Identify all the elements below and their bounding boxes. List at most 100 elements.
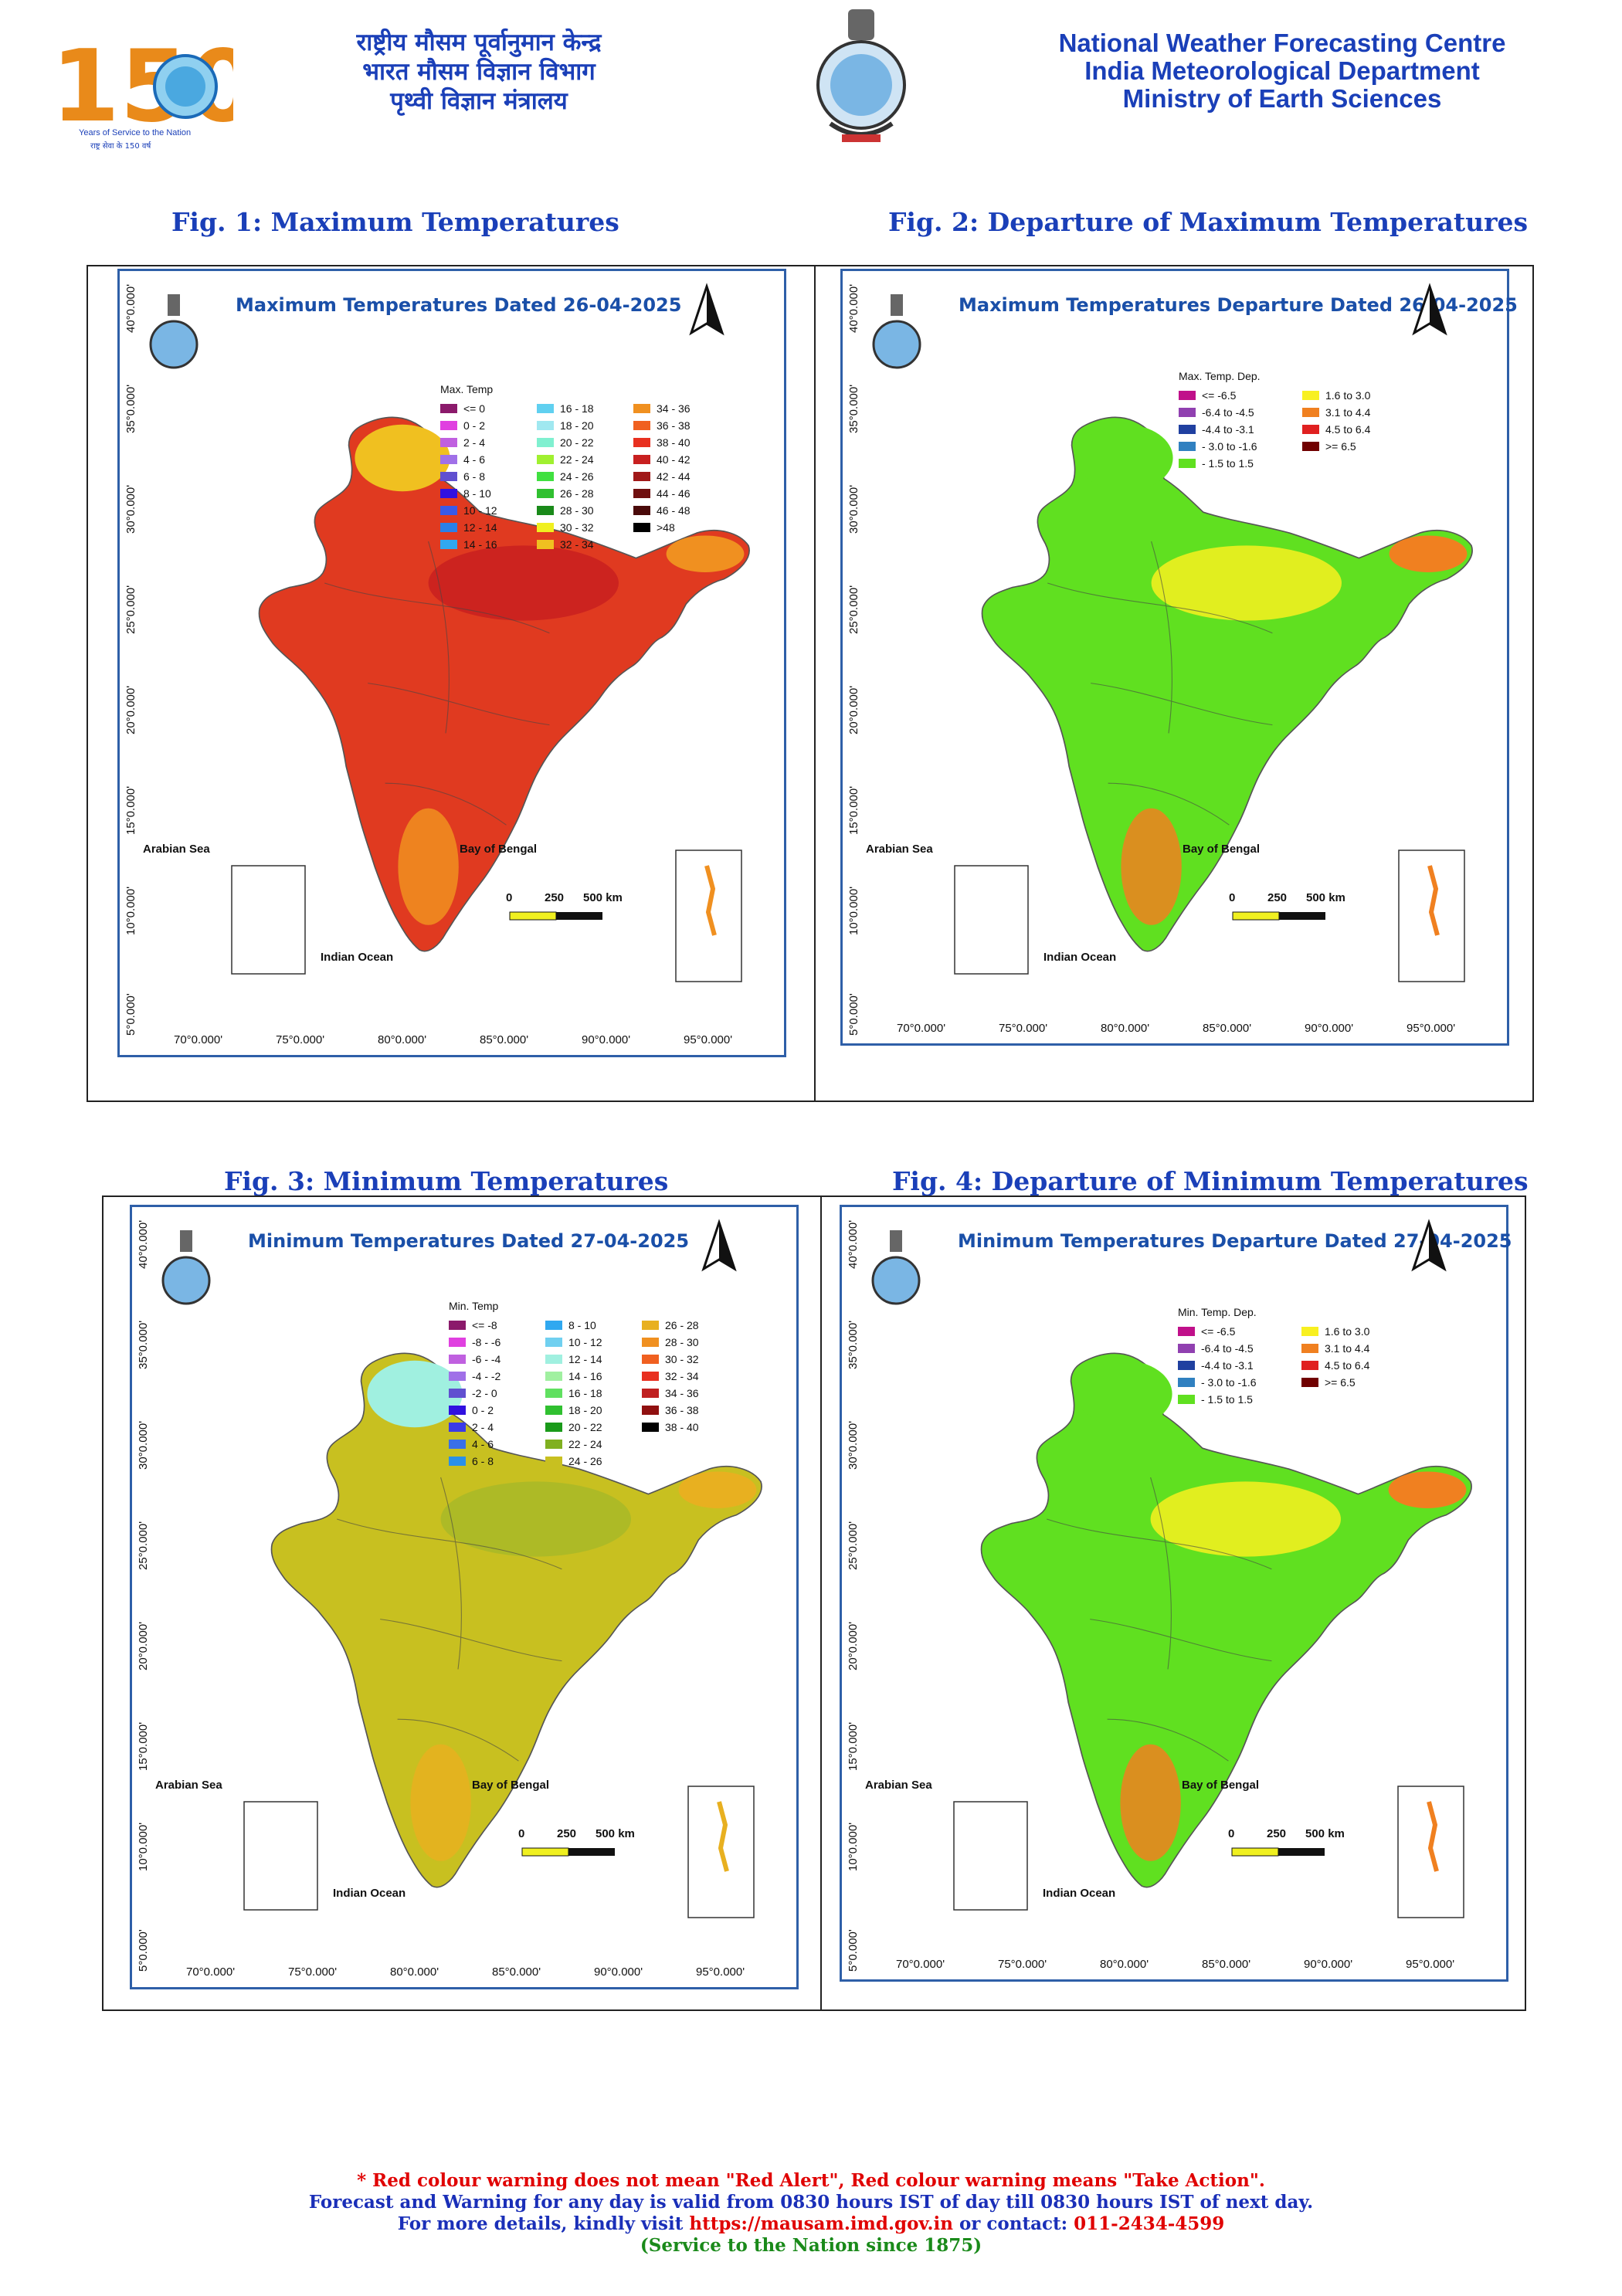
fig3-legend-label: 2 - 4 [472, 1421, 494, 1433]
fig3-legend-item: 2 - 4 [449, 1419, 494, 1436]
fig1-legend-label: 14 - 16 [463, 538, 497, 551]
fig4-legend-swatch [1178, 1395, 1195, 1404]
fig3-legend-swatch [642, 1372, 659, 1381]
fig2-sea-label: Arabian Sea [866, 843, 933, 856]
fig1-latitude-label: 20°0.000' [124, 685, 137, 734]
fig3-legend-item: 12 - 14 [545, 1351, 602, 1368]
fig3-latitude-label: 15°0.000' [137, 1721, 150, 1771]
fig3-scale-label: 500 km [596, 1827, 635, 1840]
fig1-legend-swatch [440, 455, 457, 464]
fig4-legend-swatch [1301, 1327, 1318, 1336]
fig4-legend-label: - 1.5 to 1.5 [1201, 1393, 1253, 1406]
fig1-legend-label: 44 - 46 [657, 487, 691, 500]
fig2-legend-item: -4.4 to -3.1 [1179, 421, 1254, 438]
fig4-north-region [1077, 1360, 1172, 1428]
fig1-legend-swatch [537, 489, 554, 498]
fig1-imd-emblem-icon [149, 294, 199, 369]
fig3-sea-label: Bay of Bengal [472, 1779, 550, 1792]
fig1-latitude-label: 15°0.000' [124, 785, 137, 835]
fig1-legend-label: 40 - 42 [657, 453, 691, 466]
fig1-legend-swatch [440, 421, 457, 430]
fig4-latitude-label: 5°0.000' [847, 1929, 860, 1972]
fig3-legend-label: 26 - 28 [665, 1319, 699, 1331]
fig4-sea-label: Arabian Sea [865, 1779, 932, 1792]
footer-website-link[interactable]: https://mausam.imd.gov.in [689, 2213, 953, 2234]
fig4-legend-item: 1.6 to 3.0 [1301, 1323, 1369, 1340]
fig1-legend-label: 12 - 14 [463, 521, 497, 534]
fig2-india-landmass [981, 416, 1473, 952]
fig3-legend-item: 18 - 20 [545, 1402, 602, 1419]
fig2-lakshadweep-inset [954, 865, 1029, 975]
fig4-longitude-label: 95°0.000' [1406, 1958, 1455, 1971]
fig1-longitude-label: 70°0.000' [174, 1033, 223, 1046]
fig2-latitude-label: 5°0.000' [847, 993, 860, 1036]
fig2-legend-swatch [1179, 391, 1196, 400]
fig1-legend-item: 8 - 10 [440, 485, 491, 502]
fig3-legend-item: 34 - 36 [642, 1385, 699, 1402]
fig3-map-canvas [161, 1219, 762, 1918]
fig1-legend-swatch [537, 404, 554, 413]
fig1-legend-label: 0 - 2 [463, 419, 486, 432]
fig4-india-map [980, 1352, 1472, 1888]
fig4-caption: Fig. 4: Departure of Minimum Temperature… [892, 1166, 1529, 1196]
fig2-latitude-label: 40°0.000' [847, 283, 860, 333]
fig3-legend-item: 26 - 28 [642, 1317, 699, 1334]
fig1-longitude-label: 85°0.000' [480, 1033, 529, 1046]
fig3-legend-label: 6 - 8 [472, 1455, 494, 1467]
fig3-legend-swatch [642, 1389, 659, 1398]
hindi-header: राष्ट्रीय मौसम पूर्वानुमान केन्द्र भारत … [263, 28, 695, 116]
fig1-latitude-label: 10°0.000' [124, 886, 137, 935]
fig3-legend-item: 6 - 8 [449, 1453, 494, 1470]
fig1-legend-label: 42 - 44 [657, 470, 691, 483]
fig2-legend-label: - 1.5 to 1.5 [1202, 457, 1254, 470]
fig3-legend-swatch [545, 1389, 562, 1398]
fig3-legend-item: 36 - 38 [642, 1402, 699, 1419]
fig1-legend-label: 8 - 10 [463, 487, 491, 500]
fig1-legend-item: 46 - 48 [633, 502, 691, 519]
fig2-legend-swatch [1302, 408, 1319, 417]
fig2-legend-item: <= -6.5 [1179, 387, 1236, 404]
fig2-legend-label: -6.4 to -4.5 [1202, 406, 1254, 419]
fig3-longitude-label: 70°0.000' [186, 1965, 236, 1979]
fig4-longitude-label: 85°0.000' [1202, 1958, 1251, 1971]
fig3-legend-label: 28 - 30 [665, 1336, 699, 1348]
fig3-legend-swatch [642, 1355, 659, 1364]
fig3-legend-swatch [449, 1440, 466, 1449]
fig3-gangetic-region [440, 1481, 631, 1557]
english-header: National Weather Forecasting Centre Indi… [958, 29, 1607, 113]
hindi-line-3: पृथ्वी विज्ञान मंत्रालय [390, 87, 568, 115]
fig3-longitude-label: 90°0.000' [594, 1965, 643, 1979]
fig1-legend-swatch [440, 506, 457, 515]
fig4-legend-swatch [1178, 1344, 1195, 1353]
fig3-legend-item: -2 - 0 [449, 1385, 497, 1402]
fig1-legend-item: 44 - 46 [633, 485, 691, 502]
fig4-legend-item: >= 6.5 [1301, 1374, 1356, 1391]
fig2-sea-label: Indian Ocean [1043, 951, 1117, 964]
fig4-northeast-region [1388, 1471, 1467, 1508]
fig1-legend-swatch [633, 489, 650, 498]
fig3-legend-label: 34 - 36 [665, 1387, 699, 1399]
fig3-legend-item: 24 - 26 [545, 1453, 602, 1470]
fig1-legend-item: 36 - 38 [633, 417, 691, 434]
fig2-legend-item: -6.4 to -4.5 [1179, 404, 1254, 421]
fig2-caption: Fig. 2: Departure of Maximum Temperature… [888, 207, 1529, 237]
fig1-north-region [355, 424, 450, 492]
fig1-legend-item: 38 - 40 [633, 434, 691, 451]
fig3-legend-item: 28 - 30 [642, 1334, 699, 1351]
fig1-legend-swatch [537, 506, 554, 515]
fig4-legend-label: - 3.0 to -1.6 [1201, 1376, 1257, 1389]
fig4-imd-emblem-icon [871, 1230, 921, 1305]
fig3-northeast-region [678, 1471, 757, 1508]
fig1-legend-label: 6 - 8 [463, 470, 486, 483]
fig1-legend-label: 2 - 4 [463, 436, 486, 449]
fig2-north-region [1077, 424, 1173, 492]
footer-contact-prefix: For more details, kindly visit [397, 2213, 690, 2234]
fig3-legend-label: 20 - 22 [568, 1421, 602, 1433]
fig1-legend-swatch [633, 523, 650, 532]
fig4-scale-label: 0 [1228, 1827, 1235, 1840]
fig2-india-map [981, 416, 1473, 952]
fig3-imd-emblem-icon [161, 1230, 211, 1305]
english-line-2: India Meteorological Department [1084, 56, 1480, 85]
fig4-legend-title: Min. Temp. Dep. [1178, 1306, 1257, 1318]
fig1-south-region [398, 808, 459, 925]
